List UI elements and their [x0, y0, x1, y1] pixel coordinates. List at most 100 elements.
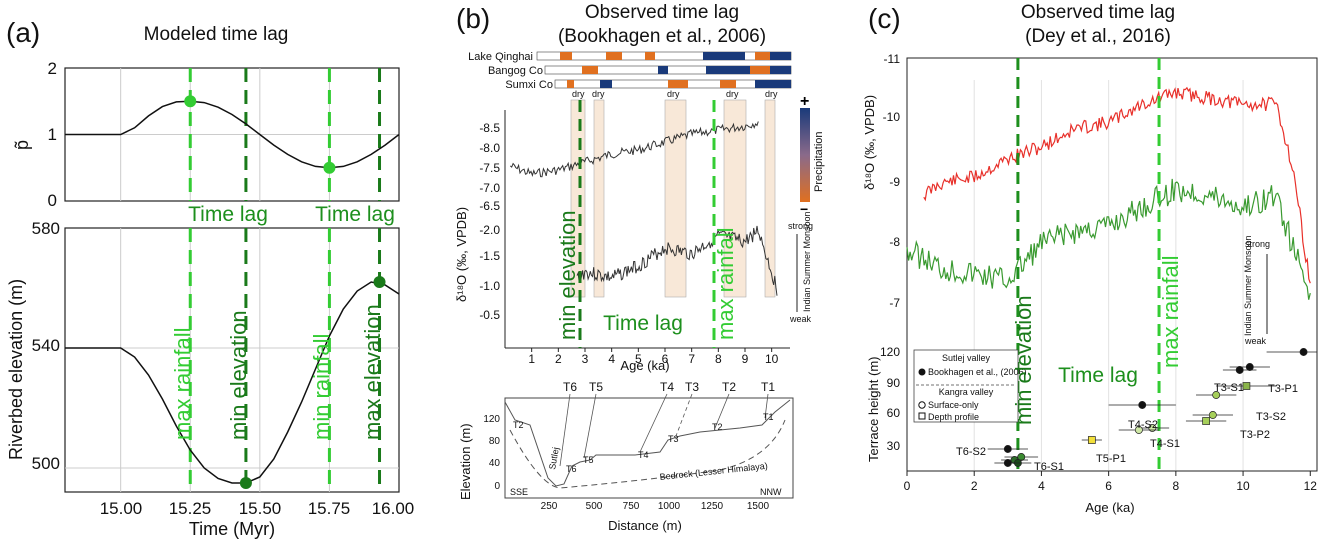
a-xtick-2: 15.50 [239, 499, 282, 518]
c-xtick-5: 10 [1236, 479, 1250, 493]
b-lakebar-2-seg-1 [600, 80, 612, 88]
b-dry-3: dry [667, 89, 680, 99]
c-label-min-elevation: min elevation [1011, 295, 1036, 425]
b-elev-ytick-3: 120 [483, 414, 500, 425]
b-section-profile [504, 393, 791, 489]
c-point-3 [1242, 382, 1251, 390]
a-top-ytick-1: 1 [48, 125, 57, 144]
panel-c: (c) Observed time lag (Dey et al., 2016)… [862, 2, 1318, 515]
panel-c-title-1: Observed time lag [1021, 2, 1175, 23]
c-pt-T3-P1: T3-P1 [1268, 383, 1298, 395]
b-dry-col-3 [723, 99, 747, 298]
b-lakebar-0-seg-0 [560, 52, 572, 60]
c-ytick-0: -11 [884, 52, 901, 66]
c-point-15 [1003, 459, 1012, 467]
b-inner-T4: T4 [638, 450, 649, 460]
b-terrace-T5: T5 [589, 380, 603, 394]
b-terrace-T1: T1 [761, 380, 775, 394]
b-lakebar-0-seg-1 [606, 52, 622, 60]
a-label-max-rainfall: max rainfall [170, 328, 195, 440]
c-legend-open-dot [918, 401, 926, 409]
b-lakebar-1-seg-3 [750, 66, 770, 74]
b-xtick-6: 7 [688, 352, 695, 366]
b-terrace-T6: T6 [563, 380, 577, 394]
b-dist-xtick-2: 750 [623, 501, 640, 512]
b-section-surface [504, 399, 791, 487]
c-pt-T3-S1: T3-S1 [1214, 382, 1244, 394]
b-dry-5: dry [765, 89, 778, 99]
c-frame [906, 57, 1318, 472]
b-label-max-rainfall: max rainfall [713, 228, 738, 340]
c-point-7 [1202, 417, 1210, 425]
panel-a-bottom-frame [64, 227, 400, 493]
panel-a-letter: (a) [6, 17, 40, 48]
b-elev-ylabel: Elevation (m) [458, 423, 473, 500]
b-elev-ytick-0: 0 [494, 481, 500, 492]
c-xtick-labels: 0 2 4 6 8 10 12 [904, 479, 1318, 493]
b-lakebar-0 [536, 51, 792, 61]
c-ytick-b2: 90 [887, 376, 901, 390]
b-xtick-4: 5 [635, 352, 642, 366]
b-dist-xlabel: Distance (m) [608, 518, 682, 533]
b-section-frame [504, 397, 794, 499]
c-ytick-b3: 120 [880, 345, 900, 359]
b-nnw: NNW [760, 487, 782, 497]
b-ytick-u0: -8.5 [479, 121, 500, 135]
b-dist-xtick-5: 1500 [747, 501, 770, 512]
b-xtick-3: 4 [608, 352, 615, 366]
c-monsoon-label: Indian Summer Monsoon [1243, 235, 1253, 336]
b-terrace-leader-1 [583, 393, 597, 459]
b-section-bedrock [509, 419, 786, 489]
b-dry-2: dry [592, 89, 605, 99]
b-lakebar-1-seg-1 [658, 66, 668, 74]
b-lakebar-0-seg-3 [703, 52, 745, 60]
c-point-2 [1235, 366, 1244, 374]
c-ytick-4: -7 [889, 296, 900, 310]
b-xtick-labels: 1 2 3 4 5 6 7 8 9 10 [528, 352, 778, 366]
a-dot-max-elev [373, 276, 386, 288]
c-point-4 [1212, 391, 1221, 399]
panel-c-title-2: (Dey et al., 2016) [1025, 26, 1171, 47]
b-elev-ytick-2: 80 [489, 436, 501, 447]
c-point-9 [1134, 426, 1143, 434]
c-pt-T4-S2: T4-S2 [1128, 419, 1158, 431]
b-dry-col-1 [593, 99, 605, 298]
c-legend-bookhagen: Bookhagen et al., (2006) [928, 367, 1027, 377]
b-dist-xtick-4: 1250 [701, 501, 724, 512]
c-monsoon-weak: weak [1244, 336, 1267, 346]
c-legend-dot [918, 368, 926, 376]
b-ytick-l2: -1.0 [479, 279, 500, 293]
b-lakebar-1-seg-0 [582, 66, 598, 74]
c-label-max-rainfall: max rainfall [1158, 256, 1183, 368]
a-xlabel: Time (Myr) [189, 519, 275, 539]
b-ytick-u1: -8.0 [479, 141, 500, 155]
a-xtick-4: 16.00 [372, 499, 415, 518]
b-lake-2: Sumxi Co [505, 79, 553, 91]
c-ylabel-bottom: Terrace height (m) [866, 357, 881, 462]
a-xtick-3: 15.75 [308, 499, 351, 518]
c-xtick-1: 2 [971, 479, 978, 493]
a-xtick-1: 15.25 [169, 499, 212, 518]
b-terrace-leader-5 [764, 393, 769, 419]
b-inner-T3: T3 [668, 434, 679, 444]
b-bedrock: Bedrock (Lesser Himalaya) [659, 461, 768, 482]
b-inner-T6: T6 [566, 464, 577, 474]
b-dry-col-2 [664, 99, 687, 298]
b-ytick-l1: -1.5 [479, 249, 500, 263]
c-red-series [923, 86, 1311, 284]
a-dot-min-p [323, 161, 336, 174]
a-label-max-elevation: max elevation [360, 304, 385, 440]
a-xtick-0: 15.00 [100, 499, 143, 518]
b-ytick-u2: -7.5 [479, 161, 500, 175]
b-dist-xtick-1: 500 [586, 501, 603, 512]
c-point-1 [1245, 363, 1254, 371]
b-inner-T5: T5 [583, 455, 594, 465]
c-legend-kangra: Kangra valley [939, 387, 994, 397]
c-pt-T5-P1: T5-P1 [1096, 453, 1126, 465]
b-precip-label: Precipitation [813, 131, 825, 192]
b-monsoon-label: Indian Summer Monsoon [802, 211, 812, 312]
c-monsoon-strong: strong [1245, 239, 1270, 249]
b-inner-T1: T1 [763, 412, 774, 422]
b-inner-T2b: T2 [712, 422, 723, 432]
panel-a-vlines [188, 68, 382, 492]
